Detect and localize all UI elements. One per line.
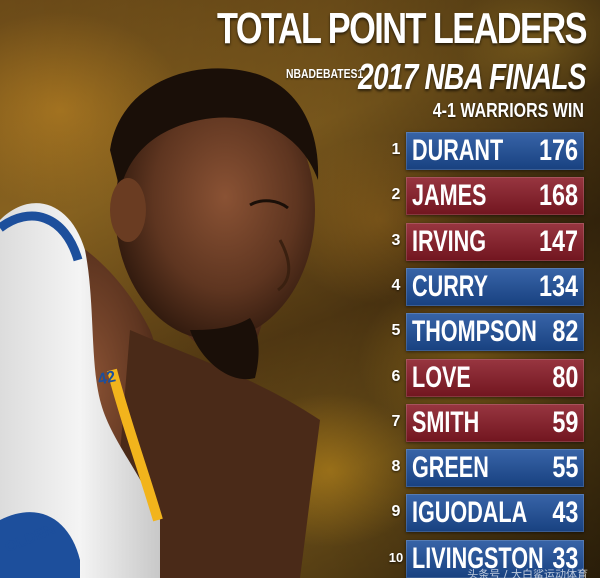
leader-points: 43	[551, 496, 578, 530]
leader-row: 3 IRVING 147	[386, 221, 586, 261]
leader-name: DURANT	[412, 134, 504, 167]
leader-name: IRVING	[412, 224, 487, 258]
leader-bar: GREEN 55	[406, 449, 584, 488]
leader-bar: SMITH 59	[406, 403, 584, 442]
leader-bar: JAMES 168	[406, 177, 584, 216]
leader-name: LIVINGSTON	[412, 541, 544, 575]
leader-rank: 10	[388, 549, 404, 565]
leader-rank: 3	[391, 231, 401, 249]
leader-bar: LOVE 80	[406, 358, 584, 397]
leader-row: 5 THOMPSON 82	[386, 311, 586, 352]
leader-name: JAMES	[412, 179, 487, 213]
leader-bar: IGUODALA 43	[406, 494, 584, 533]
leader-row: 10 LIVINGSTON 33	[386, 538, 586, 578]
leader-name: CURRY	[412, 269, 489, 303]
author-handle: NBADEBATES1	[286, 66, 364, 81]
leader-row: 2 JAMES 168	[386, 175, 586, 216]
leader-bar: DURANT 176	[406, 132, 584, 170]
leader-points: 176	[538, 134, 578, 167]
leader-points: 147	[538, 224, 578, 258]
leader-rank: 5	[391, 322, 401, 340]
jersey-number: 42	[96, 368, 118, 389]
series-result: 4-1 WARRIORS WIN	[432, 100, 584, 122]
leader-row: 7 SMITH 59	[386, 402, 586, 442]
leader-rank: 2	[391, 186, 401, 204]
leader-name: THOMPSON	[412, 315, 537, 349]
leader-bar: LIVINGSTON 33	[406, 539, 584, 578]
leader-name: GREEN	[412, 451, 489, 485]
leader-bar: THOMPSON 82	[406, 313, 584, 352]
leader-name: SMITH	[412, 405, 480, 439]
event-subtitle: 2017 NBA FINALS	[358, 56, 586, 97]
leader-rank: 8	[391, 458, 401, 476]
leader-points: 82	[551, 315, 578, 349]
leader-row: 1 DURANT 176	[386, 130, 586, 170]
leader-points: 80	[551, 360, 578, 394]
leader-name: IGUODALA	[412, 496, 528, 530]
page-title: TOTAL POINT LEADERS	[217, 4, 587, 53]
leader-points: 55	[551, 451, 578, 485]
watermark: 头条号 / 大白鲨运动体育	[467, 568, 588, 578]
leader-row: 9 IGUODALA 43	[386, 492, 586, 533]
leader-row: 8 GREEN 55	[386, 447, 586, 488]
leader-rank: 1	[391, 141, 401, 158]
leader-points: 33	[551, 541, 578, 575]
leader-row: 6 LOVE 80	[386, 357, 586, 397]
leader-rank: 6	[391, 367, 401, 385]
leader-points: 168	[538, 179, 578, 213]
leader-row: 4 CURRY 134	[386, 266, 586, 306]
leader-name: LOVE	[412, 360, 471, 394]
leader-points: 134	[538, 269, 578, 303]
leader-rank: 9	[391, 503, 401, 521]
leader-bar: CURRY 134	[406, 267, 584, 306]
leader-rank: 4	[391, 276, 401, 294]
leader-bar: IRVING 147	[406, 222, 584, 261]
leader-rank: 7	[391, 412, 401, 430]
leader-points: 59	[551, 405, 578, 439]
